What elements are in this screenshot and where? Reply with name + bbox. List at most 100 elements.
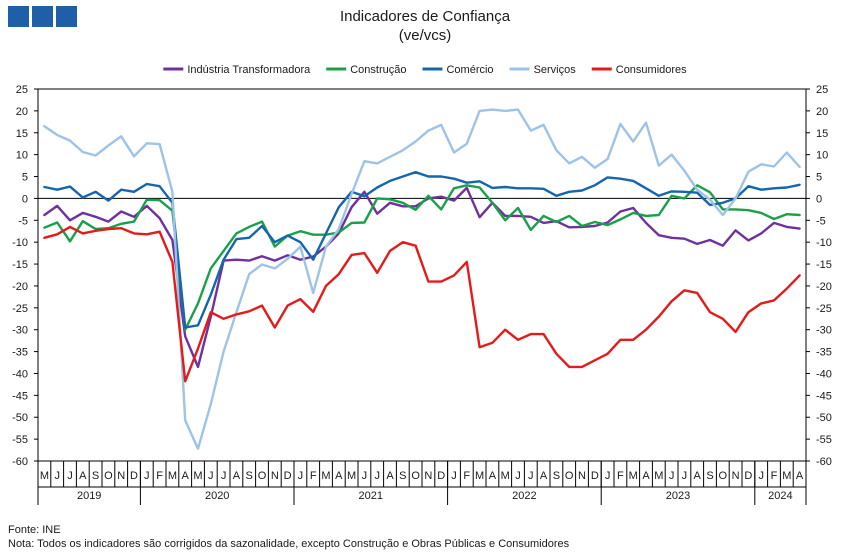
y-tick-label-left: -35 [12, 347, 28, 359]
x-month-label: F [463, 470, 470, 482]
legend-label: Construção [350, 64, 406, 76]
x-month-label: D [591, 470, 599, 482]
x-month-label: J [605, 470, 611, 482]
y-tick-label-right: 5 [816, 172, 822, 184]
y-tick-label-right: 15 [816, 128, 828, 140]
x-month-label: J [54, 470, 60, 482]
y-tick-label-right: -15 [816, 259, 832, 271]
series-line [43, 225, 801, 383]
y-tick-label-left: -55 [12, 434, 28, 446]
legend-label: Comércio [446, 64, 493, 76]
y-tick-label-left: 20 [16, 106, 28, 118]
source-text: Fonte: INE [8, 524, 61, 536]
y-tick-label-right: -10 [816, 237, 832, 249]
y-tick-label-left: 5 [22, 172, 28, 184]
x-month-label: A [540, 470, 548, 482]
x-month-label: J [374, 470, 380, 482]
series-line [43, 170, 801, 329]
x-year-label: 2019 [77, 490, 101, 502]
y-tick-label-right: 25 [816, 84, 828, 96]
legend-label: Indústria Transformadora [187, 64, 311, 76]
x-month-label: J [221, 470, 227, 482]
x-month-label: J [144, 470, 150, 482]
y-tick-label-right: 0 [816, 193, 822, 205]
y-tick-label-left: -30 [12, 325, 28, 337]
x-month-label: M [501, 470, 510, 482]
x-month-label: F [771, 470, 778, 482]
legend-label: Consumidores [616, 64, 687, 76]
x-month-label: O [411, 470, 420, 482]
x-month-label: F [156, 470, 163, 482]
x-year-label: 2022 [512, 490, 536, 502]
logo-block [8, 6, 29, 27]
series-line [43, 184, 801, 331]
x-month-label: M [654, 470, 663, 482]
y-tick-label-left: -45 [12, 390, 28, 402]
y-tick-label-left: -20 [12, 281, 28, 293]
x-month-label: O [258, 470, 267, 482]
y-tick-label-right: -20 [816, 281, 832, 293]
series-line [43, 186, 801, 369]
x-month-label: O [719, 470, 728, 482]
note-text: Nota: Todos os indicadores são corrigido… [8, 538, 570, 550]
y-tick-label-left: -60 [12, 456, 28, 468]
y-tick-label-left: -10 [12, 237, 28, 249]
chart-title: Indicadores de Confiança [339, 8, 511, 25]
x-month-label: N [732, 470, 740, 482]
x-year-label: 2023 [666, 490, 690, 502]
y-tick-label-left: -15 [12, 259, 28, 271]
y-tick-label-right: -40 [816, 368, 832, 380]
x-month-label: J [682, 470, 688, 482]
x-month-label: F [617, 470, 624, 482]
y-tick-label-left: 10 [16, 150, 28, 162]
x-month-label: D [437, 470, 445, 482]
x-month-label: S [246, 470, 253, 482]
x-month-label: M [193, 470, 202, 482]
x-month-label: N [271, 470, 279, 482]
y-tick-label-right: -35 [816, 347, 832, 359]
x-month-label: A [182, 470, 190, 482]
x-month-label: J [67, 470, 73, 482]
x-month-label: A [335, 470, 343, 482]
x-month-label: D [130, 470, 138, 482]
y-tick-label-left: -5 [18, 215, 28, 227]
x-month-label: J [298, 470, 304, 482]
y-tick-label-right: -30 [816, 325, 832, 337]
y-tick-label-left: 25 [16, 84, 28, 96]
y-tick-label-right: 10 [816, 150, 828, 162]
x-month-label: S [399, 470, 406, 482]
x-month-label: A [796, 470, 804, 482]
y-tick-label-right: -55 [816, 434, 832, 446]
x-month-label: M [347, 470, 356, 482]
x-month-label: S [706, 470, 713, 482]
x-month-label: A [642, 470, 650, 482]
logo-block [56, 6, 77, 27]
y-tick-label-left: -25 [12, 303, 28, 315]
x-month-label: J [528, 470, 534, 482]
y-tick-label-right: -50 [816, 412, 832, 424]
y-tick-label-left: -40 [12, 368, 28, 380]
y-tick-label-left: 15 [16, 128, 28, 140]
x-month-label: D [744, 470, 752, 482]
x-month-label: J [515, 470, 521, 482]
x-year-label: 2024 [768, 490, 792, 502]
x-year-label: 2020 [205, 490, 229, 502]
logo-block [32, 6, 53, 27]
series-line [43, 108, 801, 450]
x-month-label: S [92, 470, 99, 482]
x-month-label: M [168, 470, 177, 482]
x-month-label: O [104, 470, 113, 482]
x-month-label: A [386, 470, 394, 482]
x-month-label: J [362, 470, 368, 482]
x-month-label: M [40, 470, 49, 482]
y-tick-label-right: -45 [816, 390, 832, 402]
x-month-label: N [578, 470, 586, 482]
y-tick-label-right: -60 [816, 456, 832, 468]
x-year-label: 2021 [359, 490, 383, 502]
x-month-label: O [565, 470, 574, 482]
x-month-label: D [284, 470, 292, 482]
x-month-label: A [489, 470, 497, 482]
legend-label: Serviços [534, 64, 577, 76]
x-month-label: S [553, 470, 560, 482]
